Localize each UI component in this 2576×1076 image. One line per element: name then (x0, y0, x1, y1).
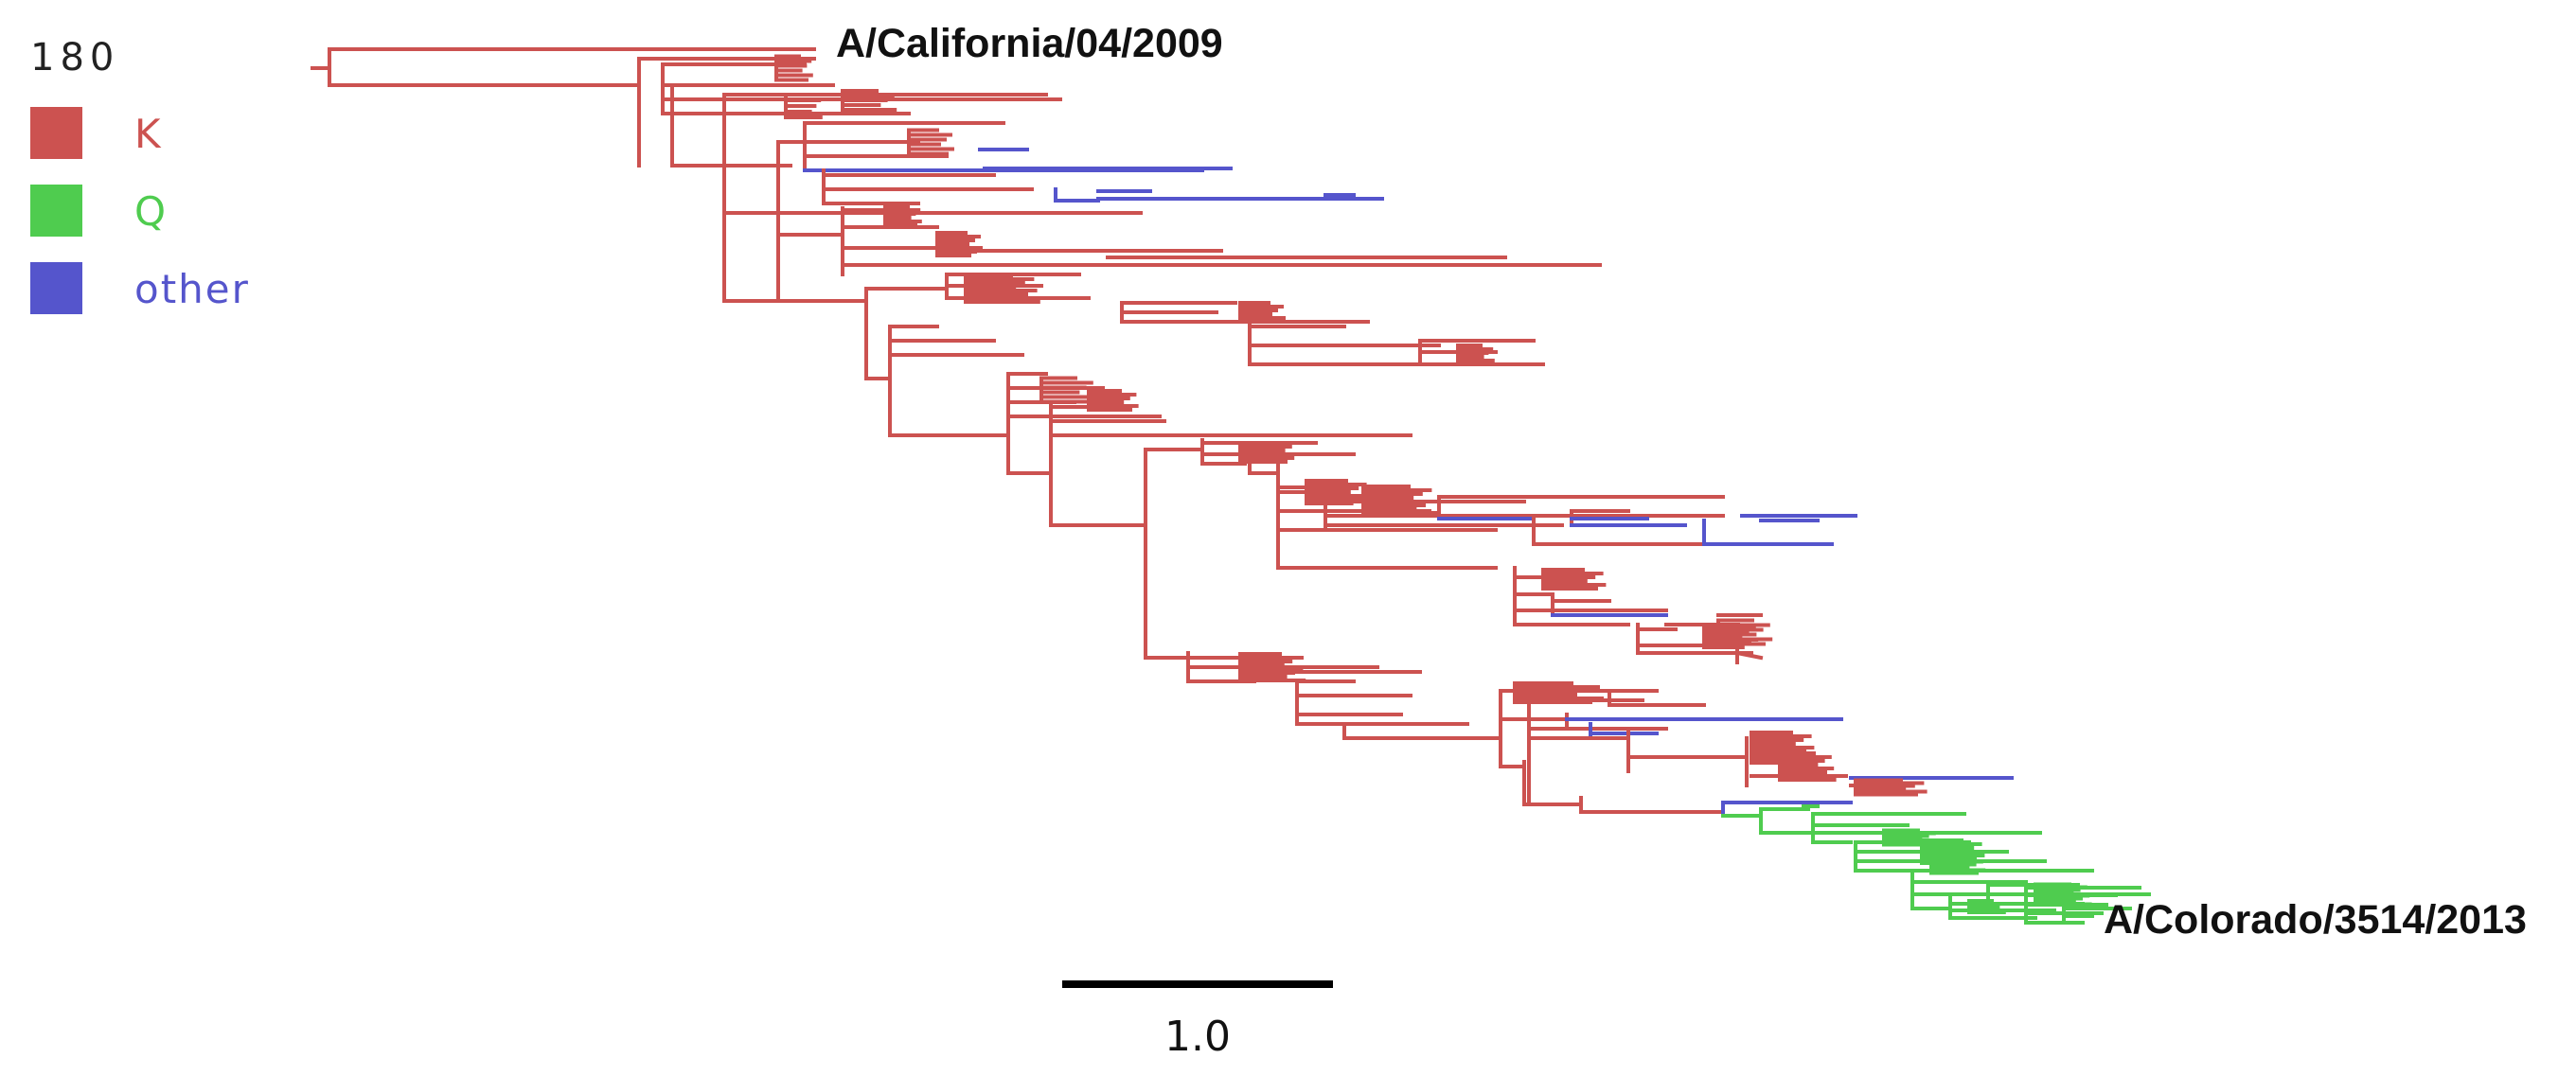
scale-bar-label: 1.0 (1164, 1013, 1231, 1061)
tip-label-top: A/California/04/2009 (836, 21, 1223, 66)
legend-swatch-k (30, 107, 82, 159)
tree-branch (1734, 650, 1764, 661)
legend-label-q: Q (134, 188, 169, 235)
legend-title: 180 (30, 36, 120, 79)
tip-label-bottom: A/Colorado/3514/2013 (2104, 897, 2527, 943)
tree-branches (311, 47, 2151, 925)
legend-swatch-other (30, 262, 82, 314)
legend-swatch-q (30, 185, 82, 237)
legend-label-other: other (134, 266, 250, 312)
legend-label-k: K (134, 111, 163, 157)
